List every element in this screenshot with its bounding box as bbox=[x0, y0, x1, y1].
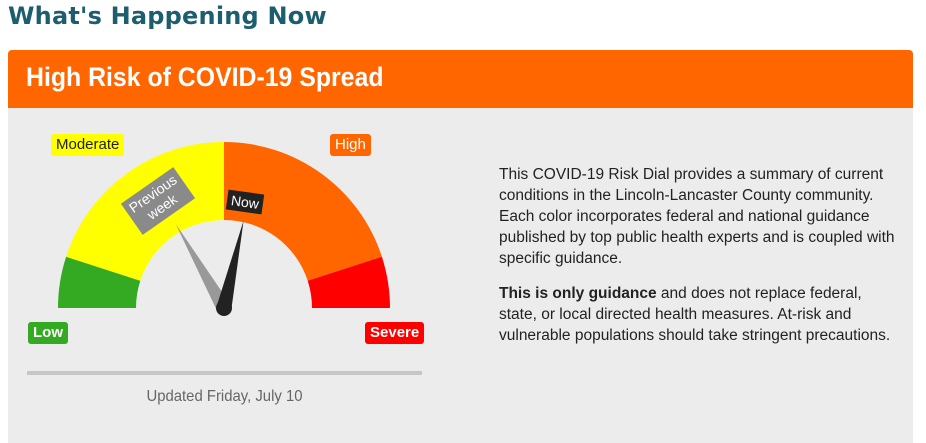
dial-description: This COVID-19 Risk Dial provides a summa… bbox=[499, 164, 899, 360]
dial-segment-low bbox=[58, 256, 141, 308]
dial-segment-high bbox=[224, 142, 382, 281]
now-label: Now bbox=[225, 189, 265, 215]
level-badge-moderate: Moderate bbox=[51, 134, 125, 156]
dial-segment-severe bbox=[307, 256, 390, 308]
updated-date: Updated Friday, July 10 bbox=[146, 388, 303, 405]
previous-week-needle bbox=[175, 224, 231, 312]
page-heading: What's Happening Now bbox=[8, 2, 327, 30]
level-badge-high: High bbox=[330, 134, 371, 156]
level-badge-severe: Severe bbox=[365, 322, 425, 344]
level-badge-low: Low bbox=[28, 322, 68, 344]
description-paragraph-1: This COVID-19 Risk Dial provides a summa… bbox=[499, 166, 895, 267]
card-title: High Risk of COVID-19 Spread bbox=[26, 62, 384, 92]
guidance-text: and does not replace federal, state, or … bbox=[499, 285, 891, 344]
now-label-text: Now bbox=[230, 192, 261, 212]
needle-hub bbox=[216, 300, 232, 316]
card-header: High Risk of COVID-19 Spread bbox=[8, 50, 913, 108]
dial-divider bbox=[27, 371, 422, 375]
risk-card: High Risk of COVID-19 Spread Previous we… bbox=[8, 50, 913, 443]
guidance-emphasis: This is only guidance bbox=[499, 285, 657, 302]
risk-dial: Previous week Now bbox=[58, 142, 390, 316]
now-needle bbox=[216, 220, 244, 311]
description-paragraph-2: This is only guidance and does not repla… bbox=[499, 283, 899, 346]
